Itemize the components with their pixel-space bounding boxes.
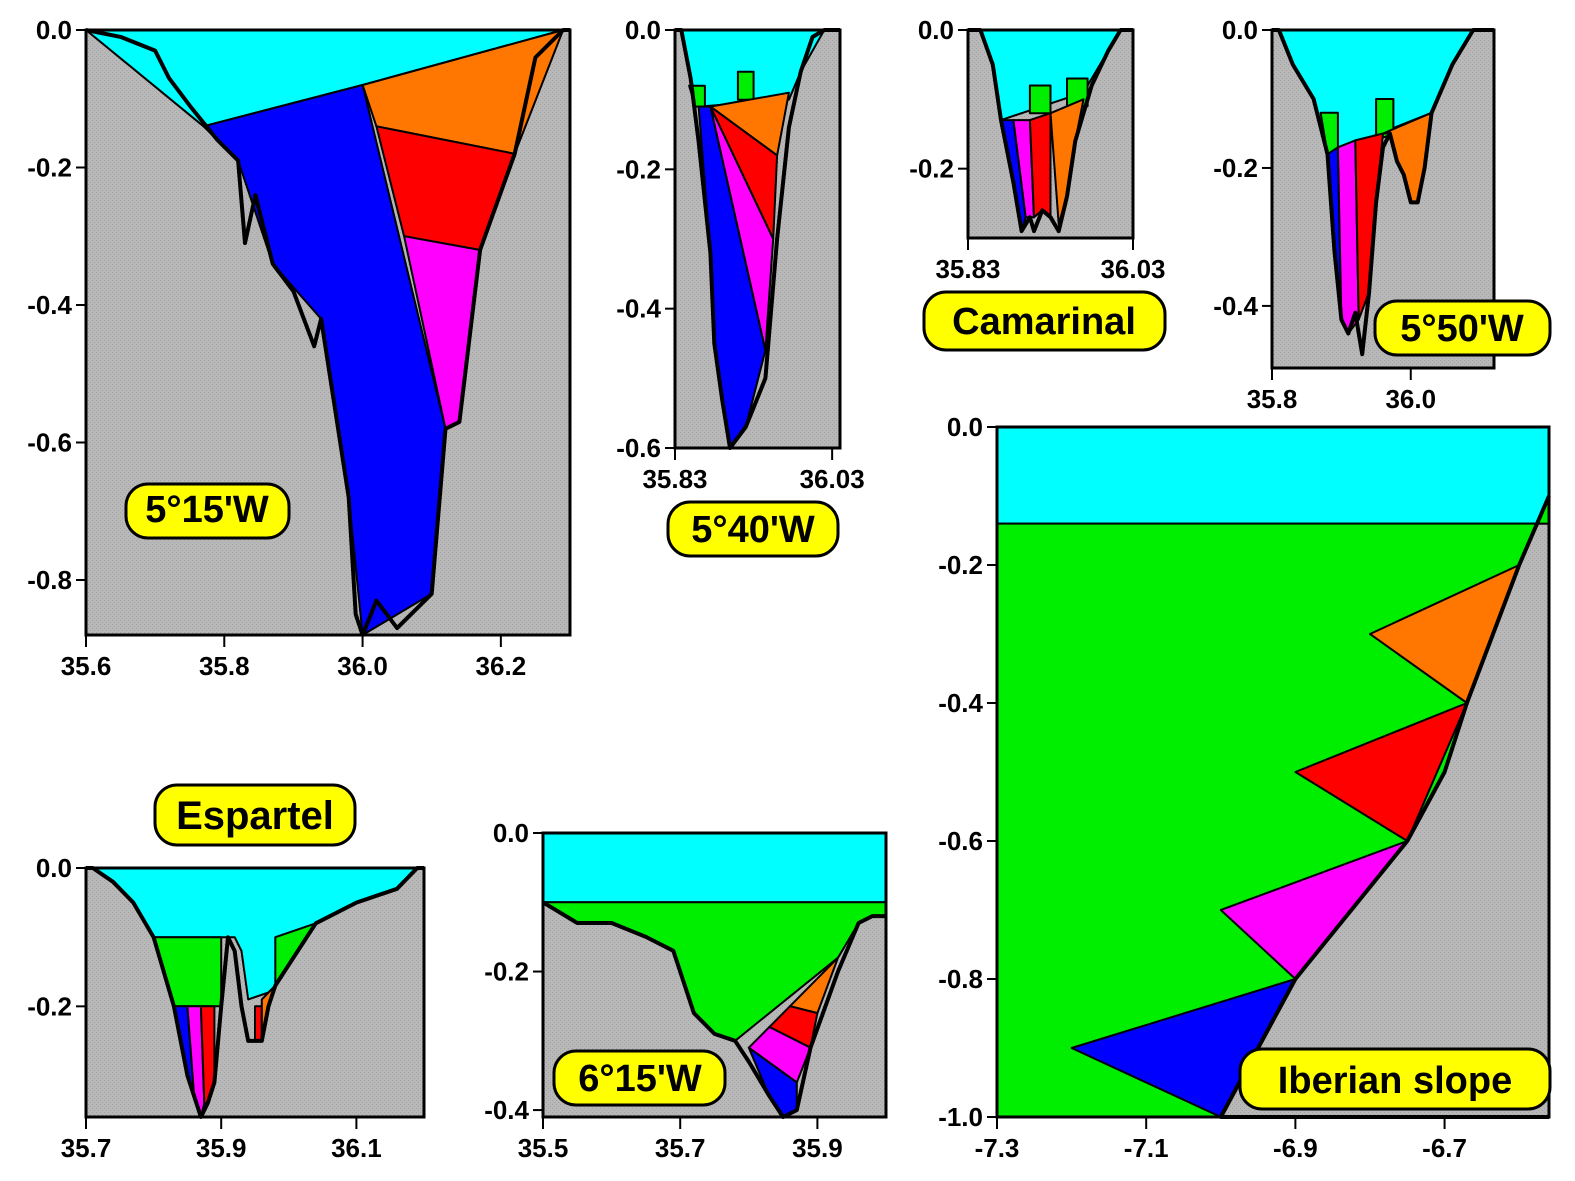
y-tick-label: -0.6 — [616, 433, 661, 463]
x-tick-label: 36.03 — [800, 464, 865, 494]
panel-frame — [84, 28, 572, 637]
y-tick-label: -0.2 — [616, 154, 661, 184]
badge-iberian-slope: Iberian slope — [1238, 1047, 1552, 1111]
y-tick-label: -0.2 — [484, 957, 529, 987]
badge-espartel: Espartel — [153, 783, 357, 847]
badge-camarinal: Camarinal — [922, 290, 1167, 352]
badge-iberian-slope-text: Iberian slope — [1278, 1060, 1512, 1102]
badge-5-40w-box — [666, 500, 840, 558]
water-mass-surface — [996, 426, 1550, 525]
badge-5-40w: 5°40'W — [666, 500, 840, 558]
badge-espartel-text: Espartel — [176, 794, 334, 838]
y-tick-label: -0.8 — [938, 964, 983, 994]
badge-5-15w-box — [124, 482, 291, 540]
y-tick-label: -0.2 — [27, 153, 72, 183]
x-tick-label: 35.9 — [196, 1133, 247, 1163]
badge-5-40w-text: 5°40'W — [691, 509, 815, 551]
y-tick-label: 0.0 — [918, 15, 954, 45]
bottom-profile — [1218, 495, 1551, 1119]
y-tick-label: -0.4 — [1213, 291, 1258, 321]
x-tick-label: 36.1 — [331, 1133, 382, 1163]
x-tick-label: 35.83 — [935, 254, 1000, 284]
y-tick-label: 0.0 — [947, 412, 983, 442]
water-mass-surface — [542, 832, 887, 904]
panel-6-15w: 35.5 35.7 35.9 0.0 -0.2 -0.4 — [484, 818, 888, 1163]
badge-6-15w: 6°15'W — [552, 1049, 727, 1107]
y-tick-label: -0.2 — [909, 154, 954, 184]
x-tick-label: 35.8 — [1247, 384, 1298, 414]
panel-frame — [966, 28, 1135, 240]
x-tick-label: 36.0 — [1385, 384, 1436, 414]
panel-5-40w: 35.83 36.03 0.0 -0.2 -0.4 -0.6 — [616, 15, 864, 494]
x-tick-label: 36.0 — [337, 651, 388, 681]
panel-camarinal: 35.83 36.03 0.0 -0.2 — [909, 15, 1165, 284]
y-tick-label: -0.8 — [27, 565, 72, 595]
x-tick-label: 35.83 — [642, 464, 707, 494]
y-tick-label: -0.2 — [1213, 153, 1258, 183]
x-tick-label: 35.6 — [61, 651, 112, 681]
y-tick-label: 0.0 — [625, 15, 661, 45]
x-tick-label: -7.1 — [1124, 1133, 1169, 1163]
panel-espartel: 35.7 35.9 36.1 0.0 -0.2 — [27, 853, 426, 1163]
bottom-profile — [541, 900, 886, 1119]
y-tick-label: -0.4 — [27, 290, 72, 320]
water-mass-red — [1294, 702, 1468, 842]
badge-camarinal-text: Camarinal — [952, 301, 1136, 343]
badge-camarinal-box — [922, 290, 1167, 352]
x-tick-label: -6.7 — [1422, 1133, 1467, 1163]
y-tick-label: -0.2 — [27, 991, 72, 1021]
y-tick-label: 0.0 — [493, 818, 529, 848]
y-tick-label: -0.6 — [27, 428, 72, 458]
y-tick-label: -0.4 — [938, 688, 983, 718]
bottom-profile — [85, 28, 570, 637]
y-tick-label: 0.0 — [36, 853, 72, 883]
badge-iberian-slope-box — [1238, 1047, 1552, 1111]
panel-frame — [84, 866, 426, 1119]
badge-6-15w-text: 6°15'W — [578, 1058, 702, 1100]
badge-5-50w: 5°50'W — [1373, 299, 1552, 357]
y-tick-label: -0.6 — [938, 826, 983, 856]
panel-frame — [995, 425, 1551, 1119]
badge-espartel-box — [153, 783, 357, 847]
badge-6-15w-box — [552, 1049, 727, 1107]
y-tick-label: -0.4 — [616, 294, 661, 324]
water-mass-green — [736, 70, 755, 101]
bottom-profile — [675, 28, 840, 450]
panel-frame — [673, 28, 842, 450]
panel-5-15w: 35.6 35.8 36.0 36.2 0.0 -0.2 -0.4 -0.6 -0.8 — [27, 15, 572, 681]
x-tick-label: 35.7 — [61, 1133, 112, 1163]
bottom-profile — [968, 28, 1133, 234]
y-tick-label: -0.2 — [938, 550, 983, 580]
x-tick-label: -6.9 — [1273, 1133, 1318, 1163]
badge-5-15w: 5°15'W — [124, 482, 291, 540]
x-tick-label: 36.2 — [476, 651, 527, 681]
y-tick-label: -1.0 — [938, 1102, 983, 1132]
y-tick-label: 0.0 — [1222, 15, 1258, 45]
badge-5-15w-text: 5°15'W — [145, 489, 269, 531]
y-tick-label: 0.0 — [36, 15, 72, 45]
bottom-profile — [86, 866, 424, 1119]
x-tick-label: 35.8 — [199, 651, 250, 681]
panel-frame — [1270, 28, 1496, 370]
x-tick-label: 36.03 — [1100, 254, 1165, 284]
water-mass-magenta — [1336, 139, 1360, 335]
panel-frame — [541, 831, 888, 1119]
badge-5-50w-text: 5°50'W — [1400, 308, 1524, 350]
panel-iberian-slope: -7.3 -7.1 -6.9 -6.7 0.0 -0.2 -0.4 -0.6 -0.8 -1.0 — [938, 412, 1551, 1163]
bottom-profile — [1272, 28, 1494, 357]
water-mass-green — [1028, 84, 1052, 115]
x-tick-label: 35.9 — [792, 1133, 843, 1163]
x-tick-label: -7.3 — [975, 1133, 1020, 1163]
y-tick-label: -0.4 — [484, 1095, 529, 1125]
x-tick-label: 35.7 — [655, 1133, 706, 1163]
badge-5-50w-box — [1373, 299, 1552, 357]
x-tick-label: 35.5 — [518, 1133, 569, 1163]
water-mass-red — [1028, 112, 1052, 219]
